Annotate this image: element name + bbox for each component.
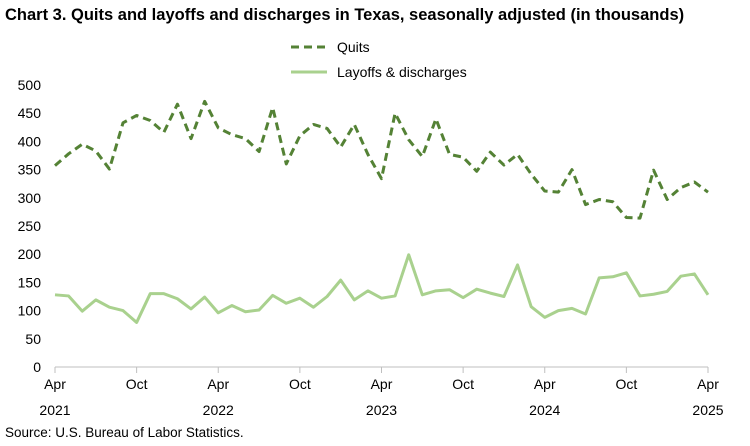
x-tick-month-label: Apr bbox=[44, 376, 66, 392]
x-tick-year-label: 2023 bbox=[366, 402, 397, 418]
x-tick-month-label: Apr bbox=[207, 376, 229, 392]
series-line-quits bbox=[54, 99, 709, 220]
y-tick-label: 0 bbox=[33, 359, 41, 375]
x-tick-month-label: Apr bbox=[534, 376, 556, 392]
y-tick-label: 150 bbox=[18, 274, 42, 290]
y-tick-label: 400 bbox=[18, 133, 42, 149]
chart-title: Chart 3. Quits and layoffs and discharge… bbox=[5, 6, 685, 24]
x-tick-month-label: Oct bbox=[126, 376, 148, 392]
y-tick-label: 200 bbox=[18, 246, 42, 262]
x-tick-month-label: Oct bbox=[615, 376, 637, 392]
y-tick-label: 300 bbox=[18, 190, 42, 206]
chart-source: Source: U.S. Bureau of Labor Statistics. bbox=[5, 425, 244, 440]
y-tick-label: 350 bbox=[18, 162, 42, 178]
y-tick-label: 450 bbox=[18, 105, 42, 121]
x-tick-month-label: Oct bbox=[289, 376, 311, 392]
series-line-layoffs-discharges bbox=[54, 253, 710, 324]
legend-label: Layoffs & discharges bbox=[337, 64, 467, 80]
x-tick-month-label: Apr bbox=[697, 376, 719, 392]
x-tick-year-label: 2025 bbox=[692, 402, 723, 418]
x-tick-year-label: 2024 bbox=[529, 402, 560, 418]
legend-label: Quits bbox=[337, 39, 370, 55]
y-tick-label: 50 bbox=[25, 331, 41, 347]
y-tick-label: 250 bbox=[18, 218, 42, 234]
x-tick-month-label: Oct bbox=[452, 376, 474, 392]
x-tick-year-label: 2021 bbox=[39, 402, 70, 418]
y-tick-label: 500 bbox=[18, 77, 42, 93]
y-tick-label: 100 bbox=[18, 303, 42, 319]
x-tick-month-label: Apr bbox=[371, 376, 393, 392]
x-tick-year-label: 2022 bbox=[203, 402, 234, 418]
